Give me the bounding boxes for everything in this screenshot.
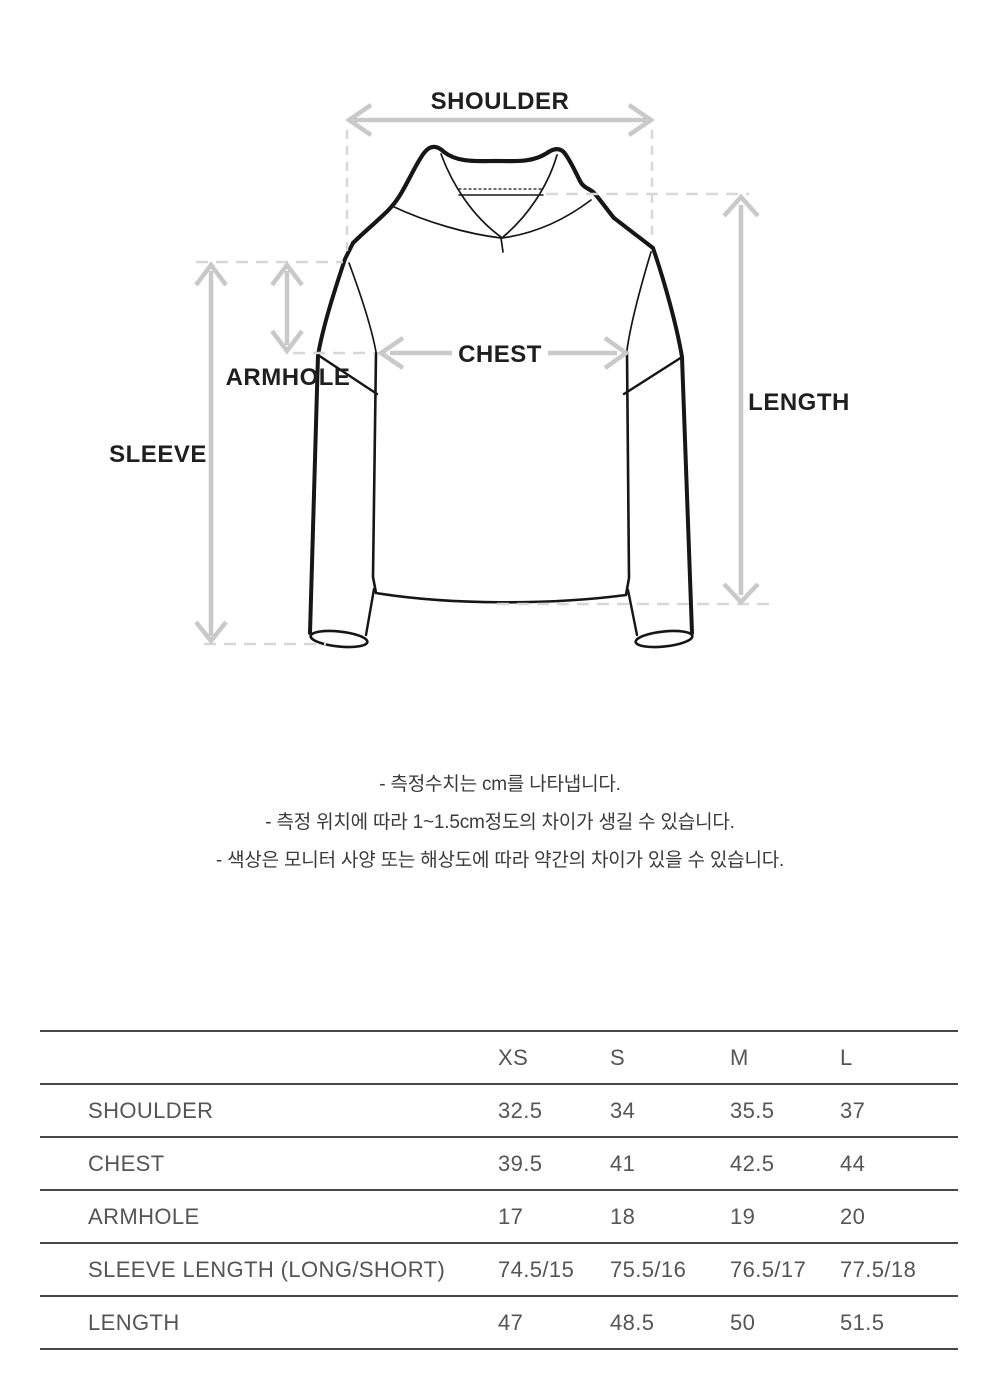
collar-left-lapel [391, 205, 502, 239]
row-value: 76.5/17 [730, 1256, 807, 1282]
row-value: 77.5/18 [840, 1256, 917, 1282]
note-line-2: - 측정 위치에 따라 1~1.5cm정도의 차이가 생길 수 있습니다. [265, 812, 735, 833]
length-arrow-head-top [722, 193, 760, 218]
row-value: 17 [498, 1203, 524, 1229]
right-short-sleeve-cuff [622, 355, 684, 396]
row-value: 50 [730, 1309, 756, 1335]
row-value: 42.5 [730, 1150, 775, 1176]
row-value: 75.5/16 [610, 1256, 687, 1282]
armhole-arrow-head-top [270, 261, 304, 287]
row-value: 39.5 [498, 1150, 543, 1176]
header-cell-xs: XS [498, 1044, 529, 1070]
table-row: SLEEVE LENGTH (LONG/SHORT) 74.5/15 75.5/16… [40, 1242, 958, 1295]
length-arrow-head-bottom [722, 582, 760, 606]
row-label: SLEEVE LENGTH (LONG/SHORT) [88, 1256, 446, 1282]
collar-right-lapel [501, 199, 592, 239]
collar-left-v [440, 153, 502, 238]
hood-outline [350, 144, 617, 246]
sleeve-arrow-head-top [194, 261, 228, 287]
row-value: 74.5/15 [498, 1256, 575, 1282]
right-long-sleeve-inner [626, 588, 639, 637]
collar-right-v [502, 154, 558, 238]
shoulder-arrow-head-right [627, 103, 655, 137]
chest-label: CHEST [458, 341, 542, 368]
row-value: 47 [498, 1309, 524, 1335]
row-value: 19 [730, 1203, 756, 1229]
row-label: CHEST [88, 1150, 165, 1176]
sleeve-arrow-head-bottom [194, 620, 228, 645]
note-line-1: - 측정수치는 cm를 나타냅니다. [379, 774, 621, 795]
row-label: SHOULDER [88, 1097, 214, 1123]
shoulder-arrow-head-left [345, 103, 373, 137]
row-label: LENGTH [88, 1309, 180, 1335]
measurement-notes: - 측정수치는 cm를 나타냅니다. - 측정 위치에 따라 1~1.5cm정도… [0, 774, 1000, 888]
length-label: LENGTH [748, 389, 850, 416]
left-cuff [309, 629, 369, 649]
garment-outline [308, 144, 694, 649]
table-row: ARMHOLE 17 18 19 20 [40, 1189, 958, 1242]
chest-arrow-head-right [603, 336, 630, 370]
table-row: LENGTH 47 48.5 50 51.5 [40, 1295, 958, 1348]
row-value: 37 [840, 1097, 866, 1123]
armhole-label: ARMHOLE [226, 364, 351, 391]
body-and-hem [371, 350, 631, 604]
row-value: 44 [840, 1150, 866, 1176]
sleeve-label: SLEEVE [109, 441, 207, 468]
row-value: 41 [610, 1150, 636, 1176]
chest-arrow-head-left [377, 336, 405, 370]
size-table-body: SHOULDER 32.5 34 35.5 37 CHEST 39.5 41 42.5 44 ARM… [40, 1083, 958, 1348]
row-value: 32.5 [498, 1097, 543, 1123]
left-sleeve-outer [308, 241, 355, 635]
left-short-sleeve-cuff [316, 353, 379, 396]
collar-v-tail [500, 237, 504, 253]
row-label: ARMHOLE [88, 1203, 200, 1229]
header-cell-s: S [610, 1044, 626, 1070]
row-value: 35.5 [730, 1097, 775, 1123]
table-row: SHOULDER 32.5 34 35.5 37 [40, 1083, 958, 1136]
right-sleeve-outer [612, 216, 694, 635]
left-long-sleeve-inner [364, 587, 376, 637]
row-value: 20 [840, 1203, 866, 1229]
measure-arrows [194, 103, 760, 645]
armhole-arrow-head-bottom [270, 329, 304, 355]
right-armhole-seam [626, 251, 652, 351]
header-cell-l: L [840, 1044, 853, 1070]
row-value: 18 [610, 1203, 636, 1229]
row-value: 51.5 [840, 1309, 885, 1335]
row-value: 34 [610, 1097, 636, 1123]
left-armhole-seam [348, 262, 377, 353]
right-cuff [634, 629, 694, 649]
shoulder-label: SHOULDER [431, 88, 570, 115]
table-row: CHEST 39.5 41 42.5 44 [40, 1136, 958, 1189]
hooded-tee-diagram: SHOULDER ARMHOLE SLEEVE CHEST LENGTH [109, 88, 850, 649]
row-value: 48.5 [610, 1309, 655, 1335]
header-cell-m: M [730, 1044, 749, 1070]
garment-measurement-diagram: SHOULDER ARMHOLE SLEEVE CHEST LENGTH [109, 88, 850, 649]
measure-guides [196, 130, 769, 646]
note-line-3: - 색상은 모니터 사양 또는 해상도에 따라 약간의 차이가 있을 수 있습니… [215, 850, 785, 871]
size-table: XS S M L SHOULDER 32.5 34 35.5 37 CHEST 39.5 41… [40, 1030, 958, 1350]
size-table-header-row: XS S M L [40, 1030, 958, 1083]
